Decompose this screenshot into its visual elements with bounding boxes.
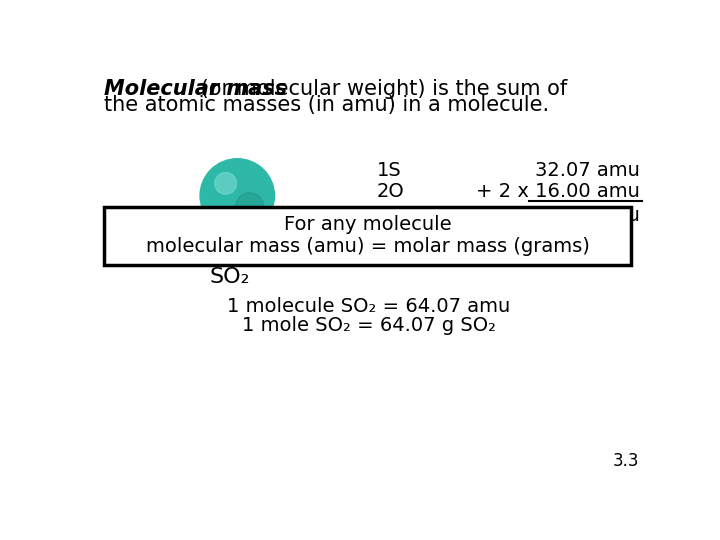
Text: molecular mass (amu) = molar mass (grams): molecular mass (amu) = molar mass (grams… xyxy=(145,237,590,255)
Text: SO₂: SO₂ xyxy=(377,206,413,226)
Circle shape xyxy=(235,193,264,220)
Text: 2O: 2O xyxy=(377,182,405,201)
Text: 1S: 1S xyxy=(377,161,402,180)
Text: 1 mole SO₂ = 64.07 g SO₂: 1 mole SO₂ = 64.07 g SO₂ xyxy=(242,316,496,335)
Text: 32.07 amu: 32.07 amu xyxy=(536,161,640,180)
Circle shape xyxy=(267,211,323,266)
Text: SO₂: SO₂ xyxy=(210,267,250,287)
Text: For any molecule: For any molecule xyxy=(284,215,451,234)
Circle shape xyxy=(215,173,236,194)
Circle shape xyxy=(281,222,294,237)
Text: the atomic masses (in amu) in a molecule.: the atomic masses (in amu) in a molecule… xyxy=(104,95,549,115)
Circle shape xyxy=(161,222,174,237)
Text: Molecular mass: Molecular mass xyxy=(104,79,287,99)
Text: + 2 x 16.00 amu: + 2 x 16.00 amu xyxy=(477,182,640,201)
Circle shape xyxy=(200,159,274,233)
Text: (or molecular weight) is the sum of: (or molecular weight) is the sum of xyxy=(194,79,567,99)
Text: 1 molecule SO₂ = 64.07 amu: 1 molecule SO₂ = 64.07 amu xyxy=(228,298,510,316)
Text: 64.07 amu: 64.07 amu xyxy=(536,206,640,226)
Text: 3.3: 3.3 xyxy=(612,452,639,470)
FancyBboxPatch shape xyxy=(104,207,631,265)
Circle shape xyxy=(148,211,203,266)
